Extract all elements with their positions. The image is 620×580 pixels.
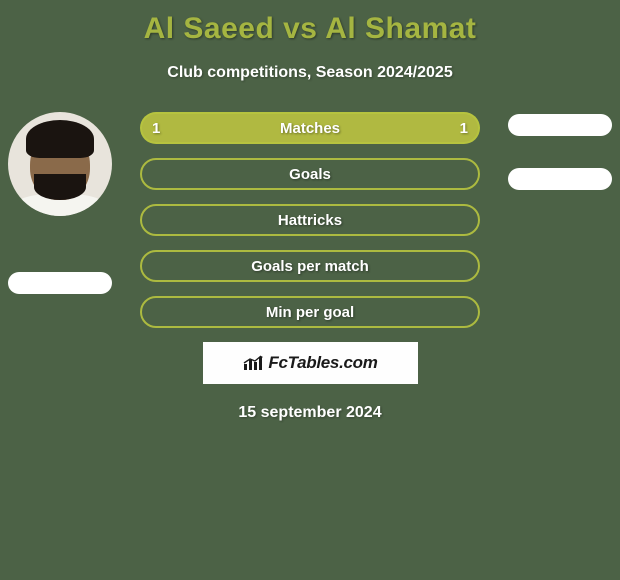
- stat-label: Goals per match: [251, 258, 369, 275]
- stat-bar-goals: Goals: [140, 158, 480, 190]
- stat-bar-matches: 1 Matches 1: [140, 112, 480, 144]
- stat-bar-min-per-goal: Min per goal: [140, 296, 480, 328]
- player-right-pill-1: [508, 114, 612, 136]
- stat-bar-hattricks: Hattricks: [140, 204, 480, 236]
- avatar-left: [8, 112, 112, 216]
- chart-icon: [242, 354, 264, 372]
- page-title: Al Saeed vs Al Shamat: [0, 0, 620, 46]
- date-line: 15 september 2024: [140, 404, 480, 422]
- stat-label: Hattricks: [278, 212, 342, 229]
- stat-bars: 1 Matches 1 Goals Hattricks Goals per ma…: [140, 112, 480, 422]
- stat-label: Matches: [280, 120, 340, 137]
- player-left-name-pill: [8, 272, 112, 294]
- player-left: [8, 112, 112, 294]
- comparison-content: 1 Matches 1 Goals Hattricks Goals per ma…: [0, 112, 620, 462]
- brand-box: FcTables.com: [203, 342, 418, 384]
- subtitle: Club competitions, Season 2024/2025: [0, 64, 620, 82]
- player-right: [508, 112, 612, 190]
- player-right-pill-2: [508, 168, 612, 190]
- stat-bar-goals-per-match: Goals per match: [140, 250, 480, 282]
- stat-label: Min per goal: [266, 304, 354, 321]
- stat-value-right: 1: [460, 120, 468, 137]
- brand-text: FcTables.com: [268, 353, 377, 373]
- stat-label: Goals: [289, 166, 331, 183]
- stat-value-left: 1: [152, 120, 160, 137]
